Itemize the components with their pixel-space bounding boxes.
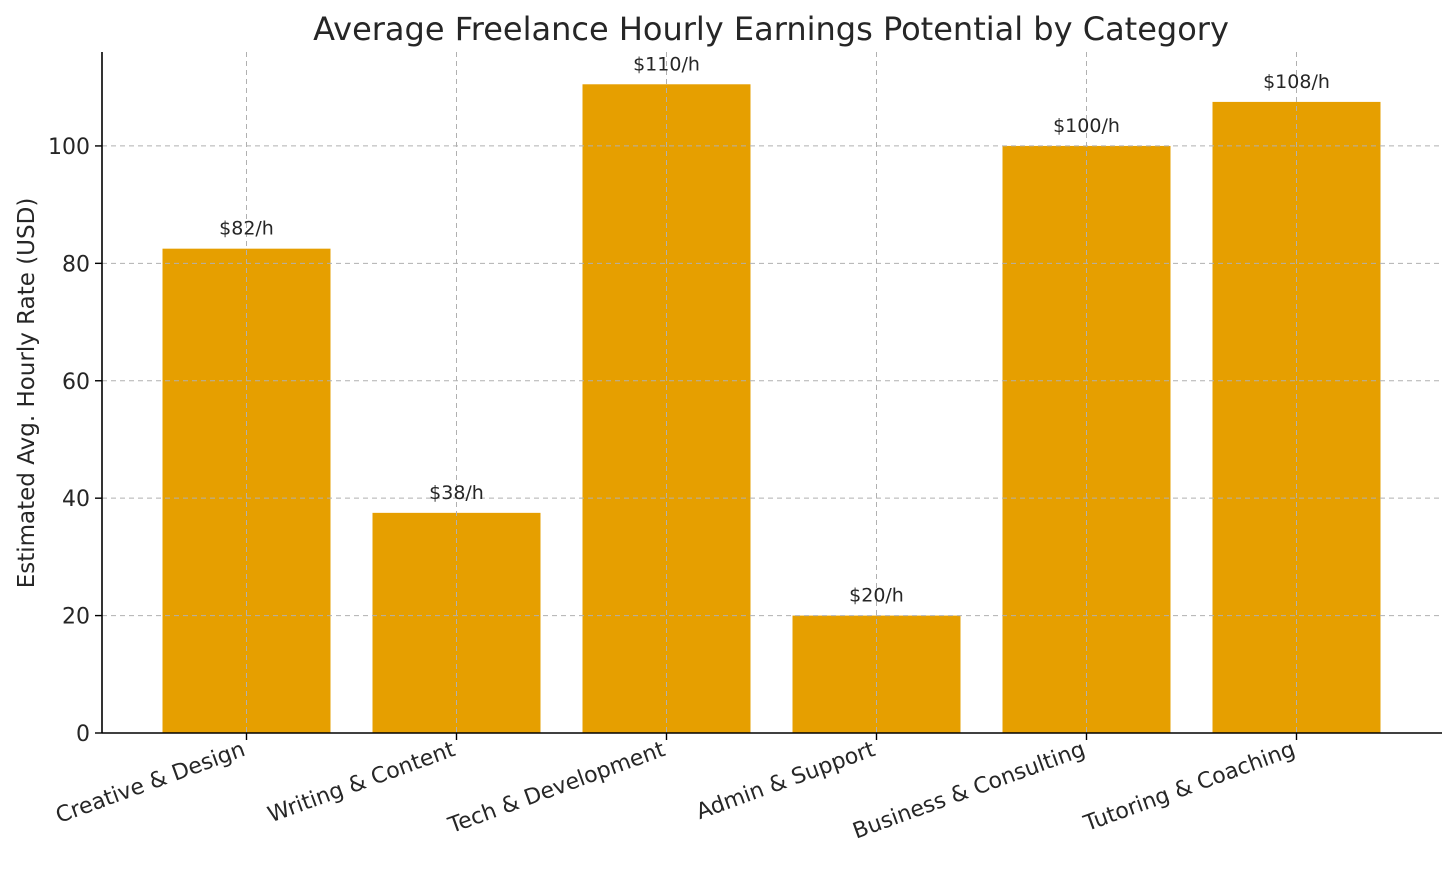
grid [102,52,1442,733]
x-tick-label: Admin & Support [693,737,879,825]
y-axis-label: Estimated Avg. Hourly Rate (USD) [14,198,40,589]
x-tick-label: Creative & Design [53,737,249,829]
data-label: $38/h [429,482,484,504]
data-label: $100/h [1053,115,1120,137]
data-label: $108/h [1263,71,1330,93]
axes [95,52,1442,740]
x-tick-label: Business & Consulting [850,737,1089,844]
chart-title: Average Freelance Hourly Earnings Potent… [313,10,1229,48]
y-tick-label: 40 [62,487,90,512]
x-tick-label: Writing & Content [265,737,459,828]
data-label: $82/h [219,218,274,240]
y-tick-label: 80 [62,252,90,277]
x-tick-label: Tech & Development [444,737,669,839]
bar [582,84,751,733]
bars [162,84,1381,734]
y-tick-label: 60 [62,370,90,395]
data-label: $110/h [633,53,700,75]
y-tick-label: 100 [48,135,90,160]
data-label: $20/h [849,585,904,607]
data-labels: $82/h $38/h $110/h $20/h $100/h $108/h [219,53,1330,606]
bar [162,248,331,734]
x-tick-label: Tutoring & Coaching [1080,737,1299,837]
y-tick-label: 20 [62,605,90,630]
y-tick-label: 0 [76,722,90,747]
y-tick-labels: 0 20 40 60 80 100 [48,135,90,747]
